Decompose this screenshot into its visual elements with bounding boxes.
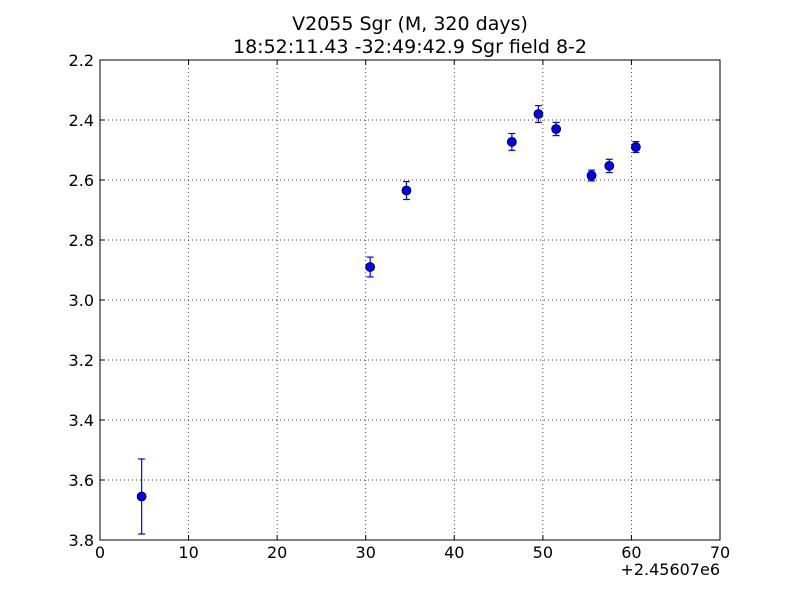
plot-area-frame <box>99 59 721 541</box>
data-point <box>136 491 147 502</box>
x-tick-label: 30 <box>356 543 376 562</box>
x-tick-label: 20 <box>267 543 287 562</box>
x-tick-label: 10 <box>178 543 198 562</box>
x-offset-label: +2.45607e6 <box>620 560 720 579</box>
data-point <box>630 142 641 152</box>
y-tick-label: 3.0 <box>69 291 94 310</box>
data-point <box>506 136 517 147</box>
axis-ticks: 0 10 20 30 40 50 60 70 2.2 2.4 2.6 2.8 3.0 3.2 3.4 3.6 3… <box>69 51 731 562</box>
data-point <box>586 170 597 181</box>
y-tick-label: 2.8 <box>69 231 94 250</box>
x-tick-label: 0 <box>95 543 105 562</box>
y-tick-label: 3.2 <box>69 351 94 370</box>
grid-lines <box>100 60 720 540</box>
data-point <box>365 262 376 272</box>
data-point <box>551 124 562 134</box>
chart-subtitle: 18:52:11.43 -32:49:42.9 Sgr field 8-2 <box>233 36 587 58</box>
y-tick-label: 2.2 <box>69 51 94 70</box>
y-tick-label: 2.6 <box>69 171 94 190</box>
chart-title: V2055 Sgr (M, 320 days) <box>292 13 528 35</box>
y-tick-label: 2.4 <box>69 111 94 130</box>
x-tick-label: 60 <box>621 543 641 562</box>
x-tick-label: 40 <box>444 543 464 562</box>
data-point <box>401 185 412 196</box>
x-tick-label: 70 <box>710 543 730 562</box>
x-tick-label: 50 <box>533 543 553 562</box>
y-tick-label: 3.4 <box>69 411 94 430</box>
y-tick-label: 3.8 <box>69 531 94 550</box>
data-point <box>533 109 544 119</box>
y-tick-label: 3.6 <box>69 471 94 490</box>
data-points <box>136 104 641 535</box>
data-point <box>604 160 615 171</box>
